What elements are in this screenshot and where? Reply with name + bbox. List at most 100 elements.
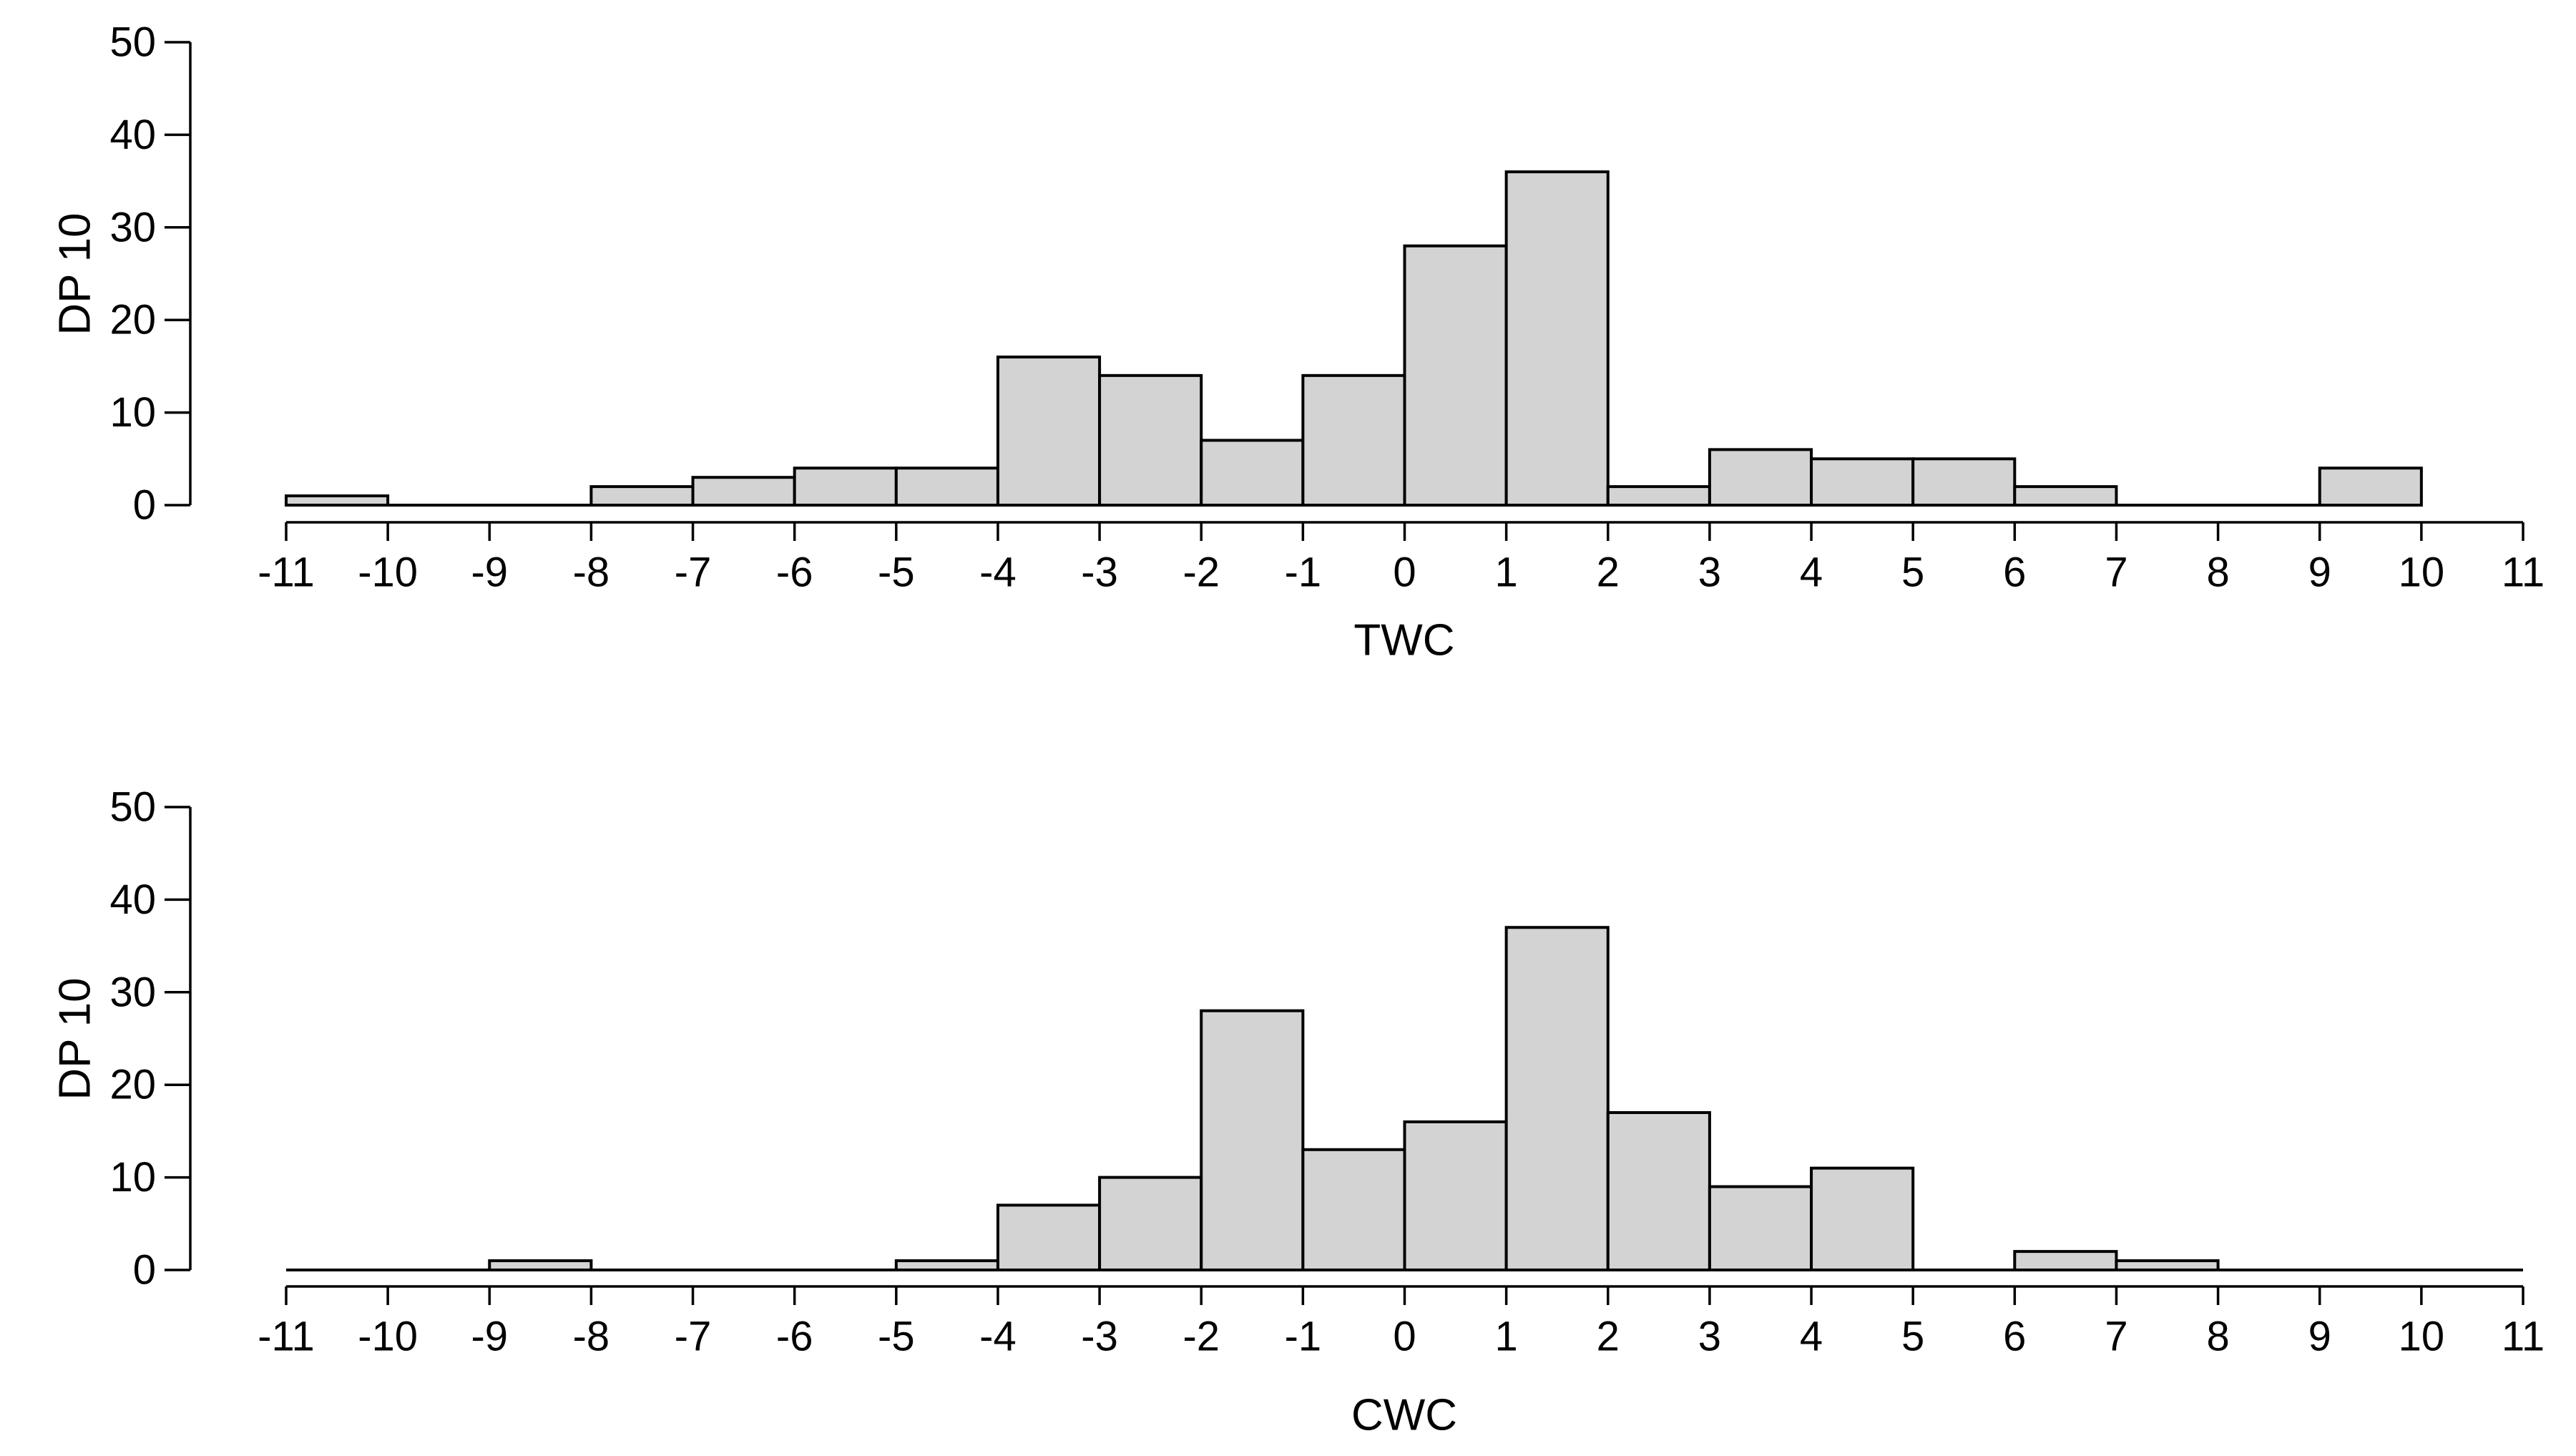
x-tick-label: 0	[1393, 549, 1416, 596]
x-tick-label: 11	[2502, 549, 2545, 596]
y-tick-label: 40	[109, 876, 156, 923]
histogram-bar	[793, 466, 898, 507]
y-tick-label: 0	[133, 482, 156, 529]
histogram-bar	[1606, 485, 1711, 507]
x-tick-label: 3	[1698, 1314, 1721, 1360]
y-axis: 0 10 20 30 40 50	[109, 784, 192, 1294]
x-tick-label: -10	[358, 549, 418, 596]
x-tick-label: -1	[1285, 549, 1322, 596]
x-tick-label: 9	[2308, 1314, 2331, 1360]
x-tick-label: 3	[1698, 549, 1721, 596]
histogram-bar	[996, 1203, 1102, 1272]
histogram-bar	[1403, 1120, 1508, 1271]
x-tick-label: 5	[1901, 1314, 1924, 1360]
histogram-bar	[589, 485, 695, 507]
histogram-bar	[894, 1259, 999, 1272]
x-tick-label: -8	[573, 549, 610, 596]
histogram-bar	[1200, 1009, 1305, 1272]
histogram-bar	[996, 355, 1102, 507]
histogram-bar	[1708, 448, 1813, 507]
x-tick-label: -6	[776, 1314, 813, 1360]
histogram-bar	[1810, 1166, 1915, 1272]
x-axis: -11 -10 -9 -8 -7 -6 -5 -4 -3 -2 -1 0 1 2 3 4 5 6 7 8 9 10 11	[258, 1285, 2545, 1360]
x-tick-label: 10	[2399, 1314, 2445, 1360]
x-tick-label: -3	[1081, 549, 1118, 596]
y-axis-title-bottom: DP 10	[51, 977, 100, 1100]
histogram-bar	[1098, 373, 1203, 507]
histogram-bar	[2013, 485, 2118, 507]
histogram-bar	[2318, 466, 2423, 507]
histogram-bar	[1708, 1185, 1813, 1272]
x-tick-label: 6	[2003, 549, 2026, 596]
x-tick-label: 7	[2105, 1314, 2127, 1360]
histogram-bar	[1911, 457, 2017, 507]
y-axis: 0 10 20 30 40 50	[109, 19, 192, 529]
y-tick-label: 20	[109, 297, 156, 343]
histogram-bar	[2115, 1259, 2220, 1272]
x-axis: -11 -10 -9 -8 -7 -6 -5 -4 -3 -2 -1 0 1 2 3 4 5 6 7 8 9 10 11	[258, 521, 2545, 596]
histogram-bar	[894, 466, 999, 507]
histogram-bar	[1200, 439, 1305, 507]
y-tick-label: 40	[109, 112, 156, 158]
x-tick-label: 11	[2502, 1314, 2545, 1360]
x-tick-label: -10	[358, 1314, 418, 1360]
x-tick-label: -5	[878, 549, 915, 596]
histogram-bar	[285, 494, 390, 507]
x-tick-label: -2	[1182, 549, 1220, 596]
histogram-bar	[1504, 170, 1610, 507]
x-tick-label: -2	[1182, 1314, 1220, 1360]
histogram-bar	[1098, 1176, 1203, 1271]
x-tick-label: -6	[776, 549, 813, 596]
x-tick-label: 2	[1597, 1314, 1620, 1360]
x-tick-label: 4	[1800, 1314, 1823, 1360]
x-tick-label: -8	[573, 1314, 610, 1360]
y-tick-label: 20	[109, 1062, 156, 1108]
histogram-bar	[2013, 1250, 2118, 1271]
x-tick-label: 0	[1393, 1314, 1416, 1360]
x-tick-label: 8	[2206, 549, 2229, 596]
x-tick-label: 8	[2206, 1314, 2229, 1360]
histogram-bar	[488, 1259, 593, 1272]
x-tick-label: 1	[1495, 1314, 1518, 1360]
histogram-bar	[1606, 1111, 1711, 1272]
x-tick-label: -4	[979, 1314, 1017, 1360]
x-axis-title-twc: TWC	[1353, 616, 1454, 665]
x-axis-title-cwc: CWC	[1351, 1391, 1457, 1440]
x-tick-label: 6	[2003, 1314, 2026, 1360]
y-tick-label: 50	[109, 784, 156, 831]
x-tick-label: 1	[1495, 549, 1518, 596]
x-tick-label: -11	[258, 549, 315, 596]
histogram-bar	[1301, 373, 1406, 507]
x-tick-label: -11	[258, 1314, 315, 1360]
x-tick-label: 10	[2399, 549, 2445, 596]
x-tick-label: -1	[1285, 1314, 1322, 1360]
histogram-bars	[285, 170, 2423, 507]
histogram-bar	[1504, 926, 1610, 1271]
y-tick-label: 0	[133, 1247, 156, 1294]
x-tick-label: -3	[1081, 1314, 1118, 1360]
x-tick-label: -9	[471, 1314, 508, 1360]
histogram-bar	[1403, 244, 1508, 507]
x-tick-label: 4	[1800, 549, 1823, 596]
histogram-bar	[1301, 1148, 1406, 1272]
x-tick-label: 9	[2308, 549, 2331, 596]
x-tick-label: 2	[1597, 549, 1620, 596]
x-tick-label: 5	[1901, 549, 1924, 596]
histogram-bar	[691, 476, 796, 507]
y-tick-label: 10	[109, 1154, 156, 1201]
x-tick-label: -5	[878, 1314, 915, 1360]
histogram-bars	[488, 926, 2220, 1272]
x-tick-label: -4	[979, 549, 1017, 596]
y-tick-label: 50	[109, 19, 156, 66]
y-tick-label: 30	[109, 969, 156, 1015]
histogram-bar	[1810, 457, 1915, 507]
x-tick-label: 7	[2105, 549, 2127, 596]
y-tick-label: 10	[109, 389, 156, 436]
x-tick-label: -7	[675, 549, 712, 596]
y-tick-label: 30	[109, 204, 156, 250]
